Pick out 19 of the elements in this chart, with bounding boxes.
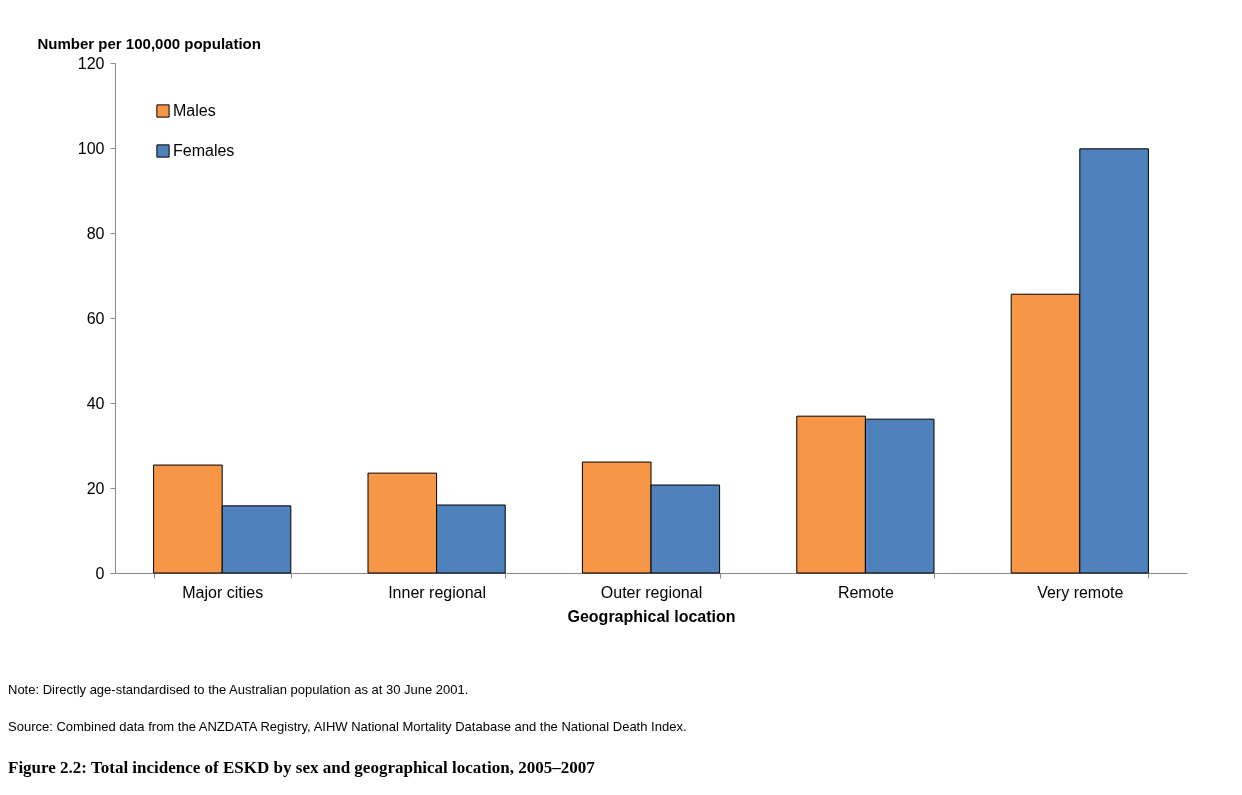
x-tick-label: Inner regional [388, 583, 487, 601]
legend-label: Males [173, 102, 216, 119]
source-note: Source: Combined data from the ANZDATA Registry, AIHW National Mortality Database and the National Death Index. [8, 719, 687, 734]
x-tick-label: Major cities [182, 583, 264, 601]
x-tick-label: Remote [837, 583, 895, 601]
y-axis-title: Number per 100,000 population [37, 34, 261, 52]
y-tick-label: 60 [86, 309, 105, 327]
x-axis-title: Geographical location [567, 607, 736, 625]
y-tick-label: 40 [86, 394, 105, 412]
y-tick-label: 120 [77, 54, 105, 72]
legend-label: Females [173, 142, 235, 159]
x-tick-label: Very remote [1037, 583, 1124, 601]
text: Note: Directly age-standardised to the Australian population as at 30 June 2001. [8, 682, 469, 697]
y-tick-label: 0 [95, 564, 105, 582]
y-tick-label: 80 [86, 224, 105, 242]
x-tick-label: Outer regional [600, 583, 703, 601]
text: Figure 2.2: Total incidence of ESKD by sex and geographical location, 2005–2007 [8, 758, 596, 777]
y-tick-label: 100 [77, 139, 105, 157]
y-tick-label: 20 [86, 479, 105, 497]
